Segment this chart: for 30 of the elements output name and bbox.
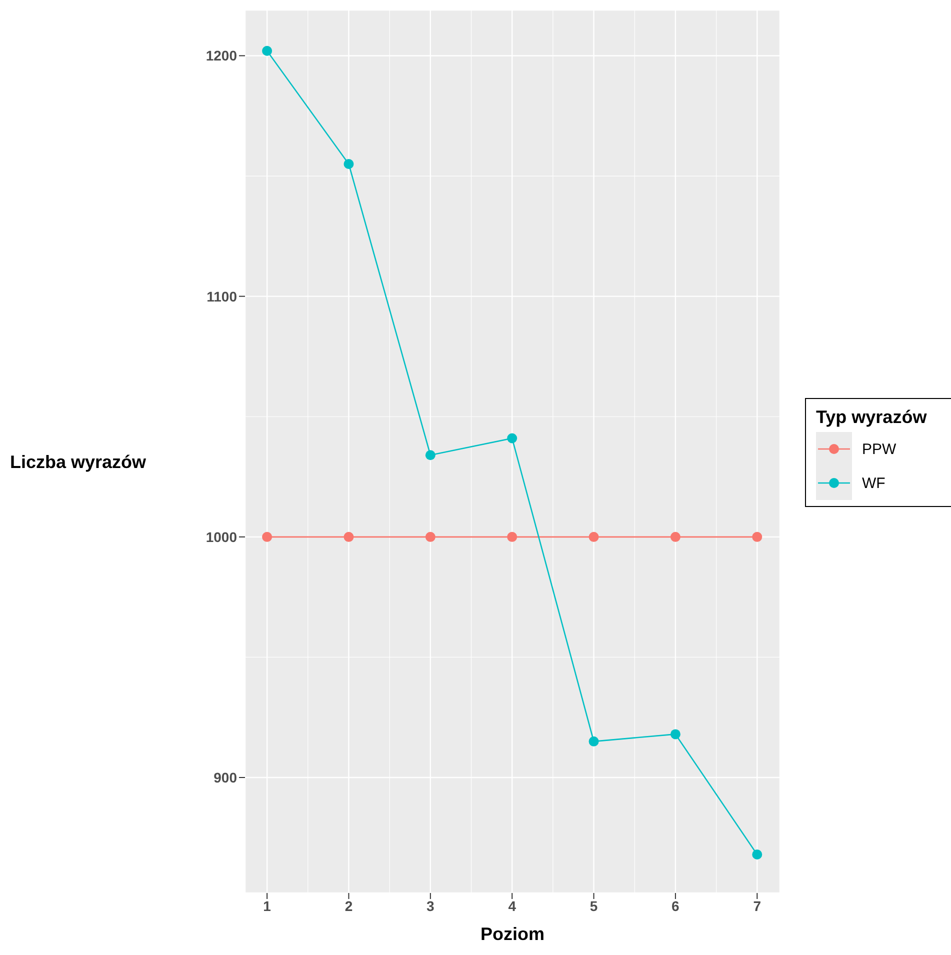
point [507,532,518,542]
x-tick-label: 1 [263,898,272,914]
legend-label: WF [862,474,886,492]
point [507,433,518,444]
point [425,532,436,542]
point [425,450,436,460]
point [344,532,354,542]
point [588,532,599,542]
y-tick-label: 1200 [206,48,238,64]
y-axis-title: Liczba wyrazów [10,452,146,473]
x-tick-label: 5 [590,898,598,914]
y-tick-label: 1000 [206,528,238,545]
x-tick-label: 7 [753,898,762,914]
point [752,532,762,542]
point [670,532,680,542]
point [262,532,272,542]
point [588,736,599,746]
point [670,729,680,740]
x-tick-label: 2 [344,898,353,914]
legend-label: PPW [862,440,896,458]
x-tick-label: 3 [426,898,435,914]
legend-title: Typ wyrazów [816,407,928,428]
point [752,850,762,860]
x-axis-title: Poziom [480,924,545,944]
x-tick-label: 6 [672,898,680,914]
point [344,158,354,169]
x-tick-label: 4 [508,898,516,914]
point [262,46,272,56]
y-tick-label: 1100 [206,288,238,304]
y-tick-label: 900 [214,769,238,786]
